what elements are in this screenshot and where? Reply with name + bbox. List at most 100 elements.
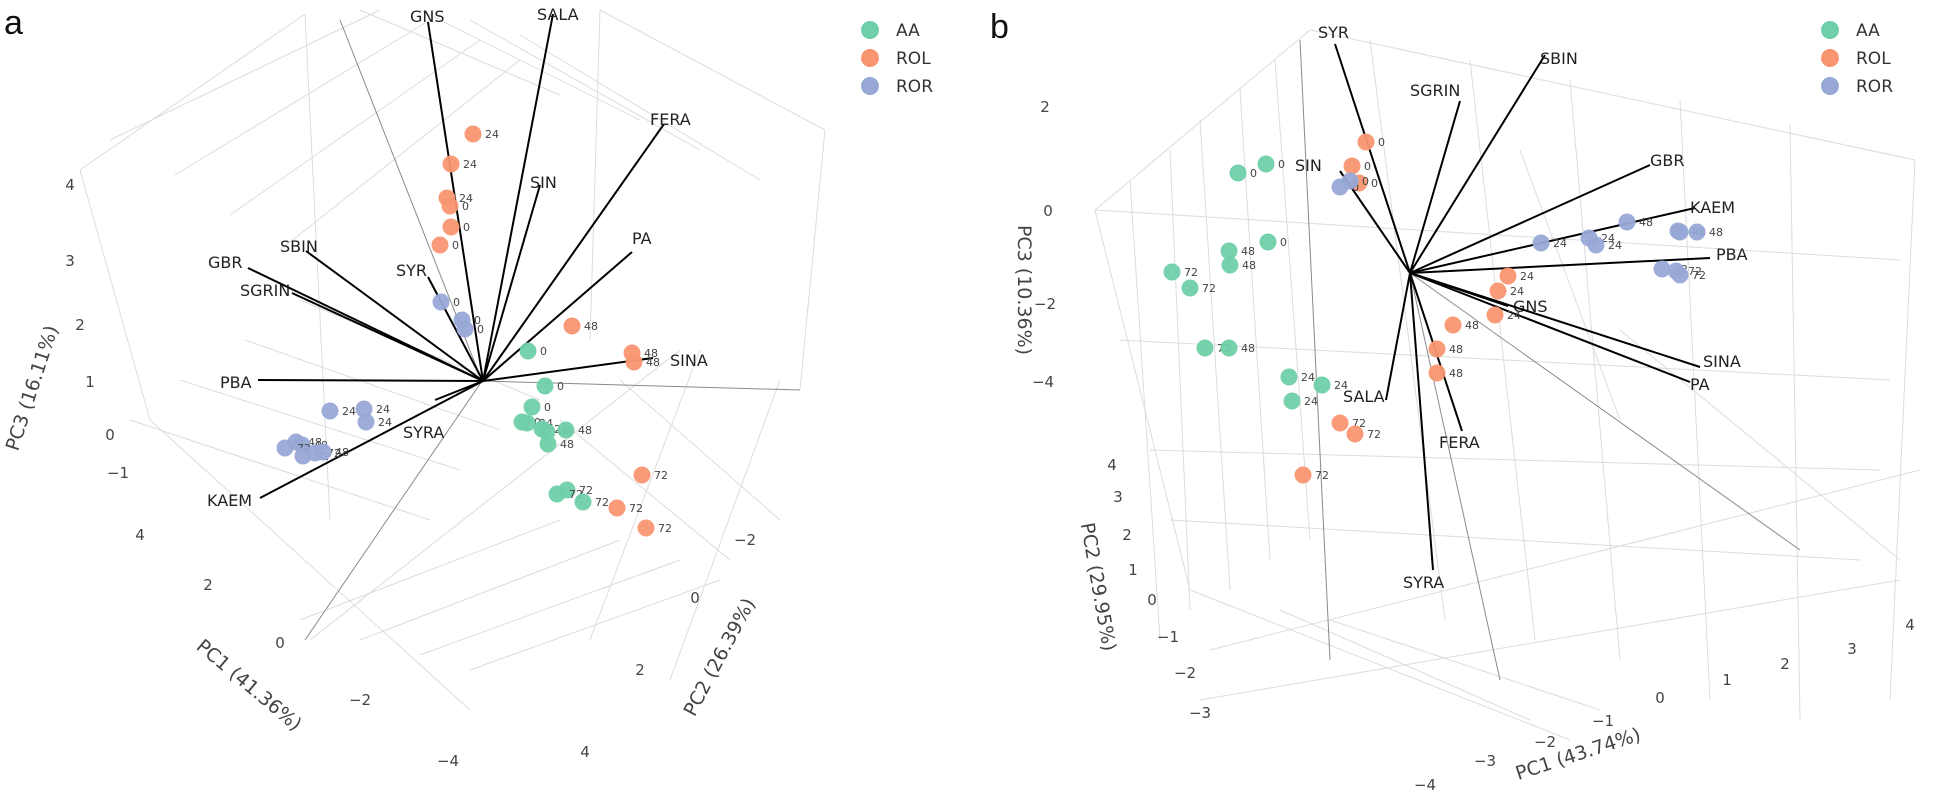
loading-vector-fera (482, 123, 665, 382)
point-label: 24 (485, 128, 499, 141)
data-point-aa (557, 421, 575, 439)
pc3-tick-label: 4 (65, 176, 75, 194)
loading-label-kaem: KAEM (207, 491, 252, 510)
gridline (304, 13, 331, 521)
gridline (229, 39, 481, 216)
axis-line (481, 380, 801, 391)
panel-b-letter: b (990, 8, 1009, 46)
gridline (1169, 149, 1191, 611)
loading-vector-syr (1334, 43, 1411, 274)
gridline (1329, 619, 1601, 711)
data-point-ror (1671, 266, 1689, 284)
data-point-aa (1181, 279, 1199, 297)
loading-label-sin: SIN (530, 173, 557, 192)
data-point-ror (432, 293, 450, 311)
loading-vector-sbin (305, 250, 484, 382)
gridline (1094, 209, 1191, 591)
pc2-tick-label: 3 (1113, 488, 1123, 506)
point-label: 0 (1352, 181, 1359, 194)
gridline (244, 339, 501, 431)
axis-line (304, 380, 483, 641)
point-label: 48 (578, 424, 592, 437)
pc1-tick-label: 3 (1847, 640, 1857, 658)
data-point-ror (456, 320, 474, 338)
axis-line (1409, 272, 1501, 681)
loading-label-kaem: KAEM (1690, 198, 1735, 217)
data-point-rol (1489, 282, 1507, 300)
data-point-ror (1653, 260, 1671, 278)
gridline (619, 379, 781, 521)
point-label: 0 (1364, 160, 1371, 173)
gridline (1679, 99, 1711, 701)
pc2-axis-title: PC2 (29.95%) (1076, 521, 1120, 653)
pc2-tick-label: 0 (690, 589, 700, 607)
pc3-tick-label: −2 (1034, 295, 1056, 313)
data-point-ror (1587, 236, 1605, 254)
loading-label-pa: PA (632, 229, 652, 248)
data-point-rol (1331, 414, 1349, 432)
loading-label-pba: PBA (1716, 245, 1748, 264)
legend-marker-rol (1821, 49, 1839, 67)
pc1-tick-label: 4 (1905, 616, 1915, 634)
point-label: 72 (595, 496, 609, 509)
point-label: 24 (378, 416, 392, 429)
data-point-ror (1532, 234, 1550, 252)
pc2-tick-label: −2 (1174, 664, 1196, 682)
loading-label-sbin: SBIN (280, 237, 318, 256)
gridline (299, 519, 561, 621)
pc2-tick-label: 1 (1128, 561, 1138, 579)
data-point-ror (1671, 223, 1689, 241)
point-label: 48 (1241, 245, 1255, 258)
gridline (1619, 329, 1901, 561)
axis-line (1299, 39, 1331, 661)
loading-vector-kaem (259, 380, 484, 499)
point-label: 48 (1465, 319, 1479, 332)
pc2-tick-label: −1 (1157, 628, 1179, 646)
pc2-tick-label: 2 (635, 661, 645, 679)
data-point-rol (464, 125, 482, 143)
point-label: 48 (1241, 342, 1255, 355)
point-label: 24 (1601, 232, 1615, 245)
pc1-tick-label: −4 (1414, 776, 1436, 794)
loading-vector-pba (1409, 257, 1711, 274)
loading-label-sgrin: SGRIN (1410, 81, 1460, 100)
loading-label-fera: FERA (650, 110, 691, 129)
pc2-tick-label: 0 (1147, 591, 1157, 609)
pc3-tick-label: 3 (65, 252, 75, 270)
gridline (174, 19, 431, 176)
legend-marker-ror (861, 77, 879, 95)
gridline (469, 579, 721, 671)
gridline (1094, 29, 1311, 211)
loading-label-sina: SINA (670, 351, 708, 370)
data-point-ror (1341, 172, 1359, 190)
point-label: 24 (342, 405, 356, 418)
point-label: 24 (1520, 270, 1534, 283)
pc1-tick-label: 0 (275, 634, 285, 652)
legend-marker-ror (1821, 77, 1839, 95)
point-label: 24 (459, 192, 473, 205)
gridline (599, 9, 826, 131)
legend-label-rol: ROL (1856, 49, 1891, 69)
pc1-axis-title: PC1 (41.36%) (192, 635, 306, 735)
loading-label-gbr: GBR (208, 253, 243, 272)
gridline (589, 349, 701, 641)
pc3-tick-label: 1 (85, 373, 95, 391)
point-label: 72 (1367, 428, 1381, 441)
pc1-tick-label: −3 (1474, 752, 1496, 770)
loading-vector-syr (427, 276, 484, 382)
gridline (1199, 119, 1231, 591)
pc3-tick-label: −4 (1032, 373, 1054, 391)
data-point-aa (1221, 256, 1239, 274)
point-label: 0 (1378, 136, 1385, 149)
point-label: 0 (474, 314, 481, 327)
gridline (1169, 519, 1861, 561)
gridline (79, 13, 306, 171)
loading-vector-sina (482, 357, 654, 382)
gridline (109, 9, 381, 141)
legend-marker-rol (861, 49, 879, 67)
data-point-ror (314, 443, 332, 461)
point-label: 72 (629, 502, 643, 515)
data-point-aa (574, 493, 592, 511)
